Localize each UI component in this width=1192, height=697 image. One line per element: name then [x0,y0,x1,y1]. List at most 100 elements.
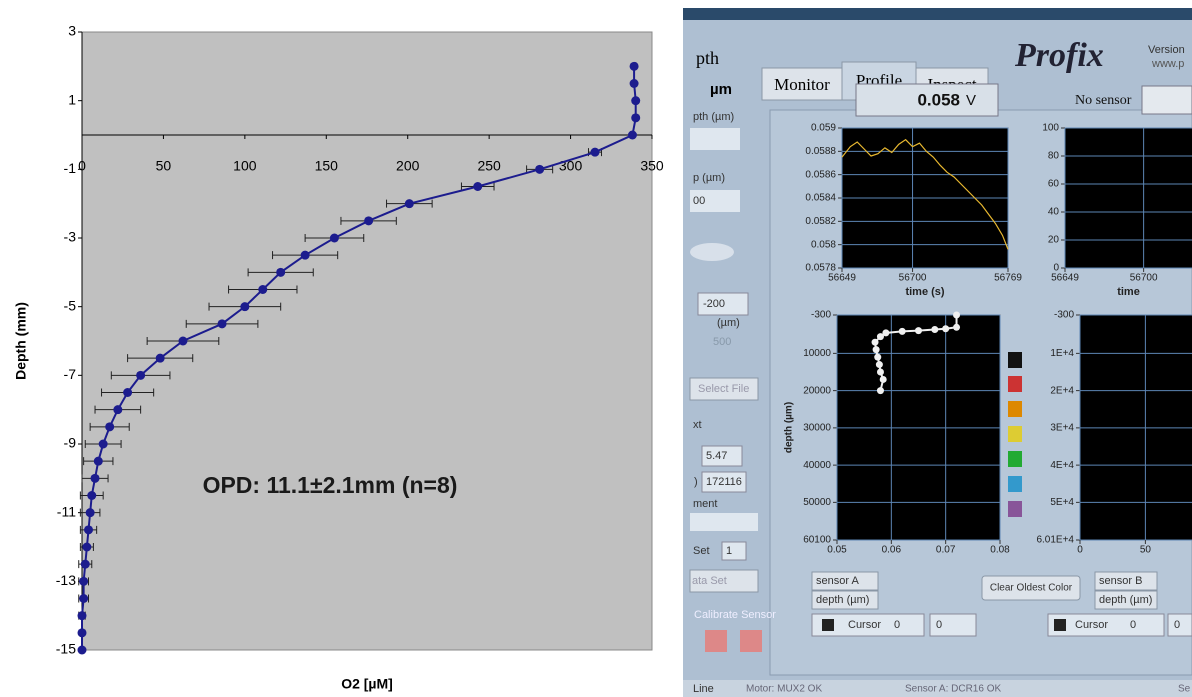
data-point [631,113,641,123]
button[interactable] [981,575,1081,601]
control-label[interactable]: 0 [936,619,942,631]
control-label[interactable]: sensor B [1099,575,1142,587]
data-point [876,333,884,341]
data-point [629,79,639,88]
cursor-box[interactable] [811,613,925,637]
control-label[interactable]: Cursor [1075,619,1108,631]
dropdown[interactable] [1094,571,1158,591]
data-point [875,361,883,369]
series-line [841,138,1009,250]
button[interactable] [705,630,727,652]
y-tick-label: -300 [1054,310,1074,321]
y-tick-label: 30000 [803,423,831,434]
tab[interactable] [761,67,843,101]
data-point [77,628,87,638]
control-label[interactable]: 0 [1174,619,1180,631]
tab-label[interactable]: Monitor [774,75,830,94]
x-tick-label: 56769 [994,273,1022,284]
status: Sensor A: DCR16 OK [905,684,1001,695]
button[interactable] [740,630,762,652]
status-bar [683,680,1192,697]
x-tick-label: 56649 [828,273,856,284]
data-point [404,199,414,209]
input[interactable] [721,541,747,561]
control-label[interactable]: depth (µm) [816,594,869,606]
swatch[interactable] [1008,401,1022,417]
data-point [105,422,115,432]
y-tick-label: 60 [1048,179,1060,190]
button-label[interactable]: Calibrate Sensor [694,609,776,621]
control-label[interactable]: 0 [894,619,900,631]
side-label: ) [694,476,698,488]
data-point [93,456,103,466]
x-axis-label: time [1117,286,1140,298]
swatch[interactable] [1008,501,1022,517]
dropdown[interactable] [811,590,879,610]
x-tick-label: 50 [1140,545,1152,556]
data-point [631,96,641,106]
button[interactable] [689,569,759,593]
side-label: 1 [726,545,732,557]
y-tick-label: 1E+4 [1050,348,1074,359]
input[interactable] [690,190,740,212]
x-tick-label: 56700 [899,273,927,284]
swatch[interactable] [1008,476,1022,492]
data-point [80,559,90,569]
y-tick-label: -15 [56,641,76,657]
x-tick-label: 0 [1077,545,1083,556]
y-tick-label: 5E+4 [1050,497,1074,508]
input[interactable] [690,128,740,150]
input[interactable] [701,471,747,493]
data-point [871,338,879,346]
swatch[interactable] [1008,426,1022,442]
y-tick-label: -7 [64,366,77,382]
data-point [258,285,268,294]
color-swatches [1008,352,1022,517]
y-tick-label: 20000 [803,385,831,396]
input[interactable] [697,292,749,316]
side-label: ment [693,498,717,510]
input[interactable] [929,613,977,637]
data-point [931,326,939,334]
app-title: Profix [1014,37,1104,74]
button[interactable] [689,377,759,401]
side-label: 00 [693,195,705,207]
button-label[interactable]: ata Set [692,575,727,587]
y-tick-label: 0.059 [811,123,836,134]
control-label[interactable]: 0 [1130,619,1136,631]
data-point [85,508,95,518]
cursor-box[interactable] [1047,613,1165,637]
button-label[interactable]: Select File [698,383,749,395]
dropdown[interactable] [1094,590,1158,610]
button-label[interactable]: Clear Oldest Color [990,583,1073,594]
y-tick-label: 0.0578 [805,263,836,274]
x-tick-label: 100 [233,158,257,174]
y-tick-label: 40000 [803,460,831,471]
toggle[interactable] [690,243,734,261]
x-tick-label: 50 [156,158,172,174]
input[interactable] [701,445,743,467]
dropdown[interactable] [811,571,879,591]
data-point [113,405,123,415]
side-label: xt [693,419,702,431]
swatch[interactable] [1008,352,1022,368]
input[interactable] [1167,613,1192,637]
side-label: pth (µm) [693,111,734,123]
y-tick-label: 50000 [803,497,831,508]
y-axis-label: depth (µm) [784,402,795,453]
swatch[interactable] [1008,451,1022,467]
status: Motor: MUX2 OK [746,684,822,695]
control-label[interactable]: sensor A [816,575,859,587]
control-label[interactable]: Cursor [848,619,881,631]
data-point [953,323,961,331]
swatch[interactable] [1008,376,1022,392]
data-point [473,182,483,191]
control-label[interactable]: depth (µm) [1099,594,1152,606]
input[interactable] [690,513,758,531]
data-point [872,346,880,354]
x-tick-label: 56649 [1051,273,1079,284]
y-tick-label: 0.0588 [805,146,836,157]
